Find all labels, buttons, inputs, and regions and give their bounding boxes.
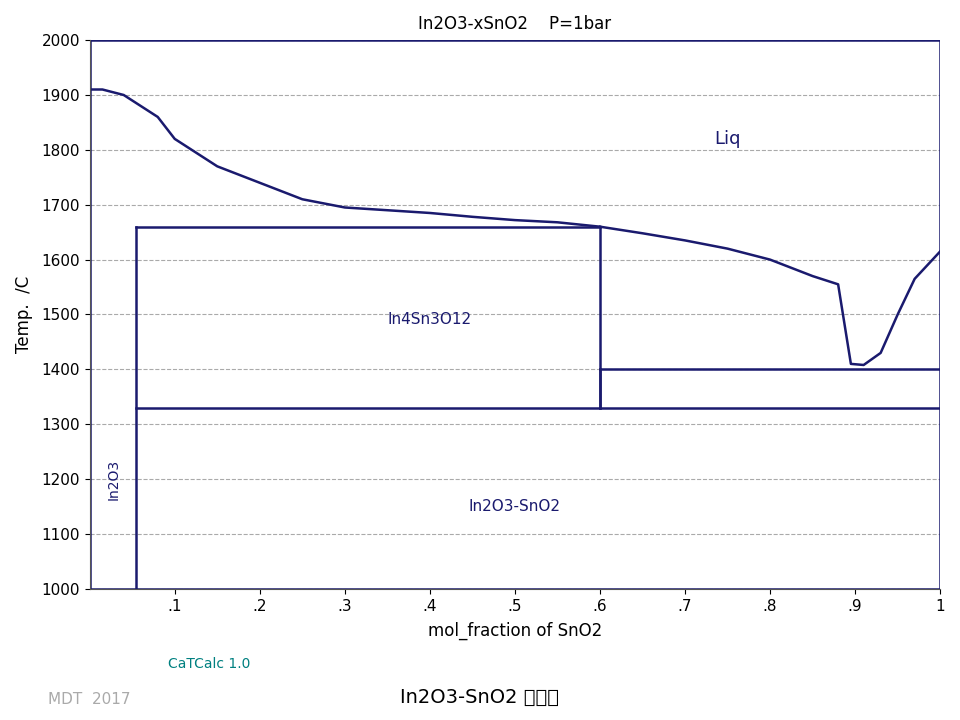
Y-axis label: Temp.  /C: Temp. /C	[15, 276, 33, 353]
Text: In4Sn3O12: In4Sn3O12	[388, 312, 472, 328]
Text: CaTCalc 1.0: CaTCalc 1.0	[168, 657, 251, 671]
Text: In2O3-SnO2: In2O3-SnO2	[468, 499, 561, 514]
Text: In2O3: In2O3	[107, 459, 121, 500]
X-axis label: mol_fraction of SnO2: mol_fraction of SnO2	[428, 622, 602, 640]
Text: MDT  2017: MDT 2017	[48, 692, 131, 707]
Text: In2O3-SnO2 断面図: In2O3-SnO2 断面図	[400, 688, 560, 707]
Title: In2O3-xSnO2    P=1bar: In2O3-xSnO2 P=1bar	[419, 15, 612, 33]
Text: Liq: Liq	[714, 130, 741, 148]
